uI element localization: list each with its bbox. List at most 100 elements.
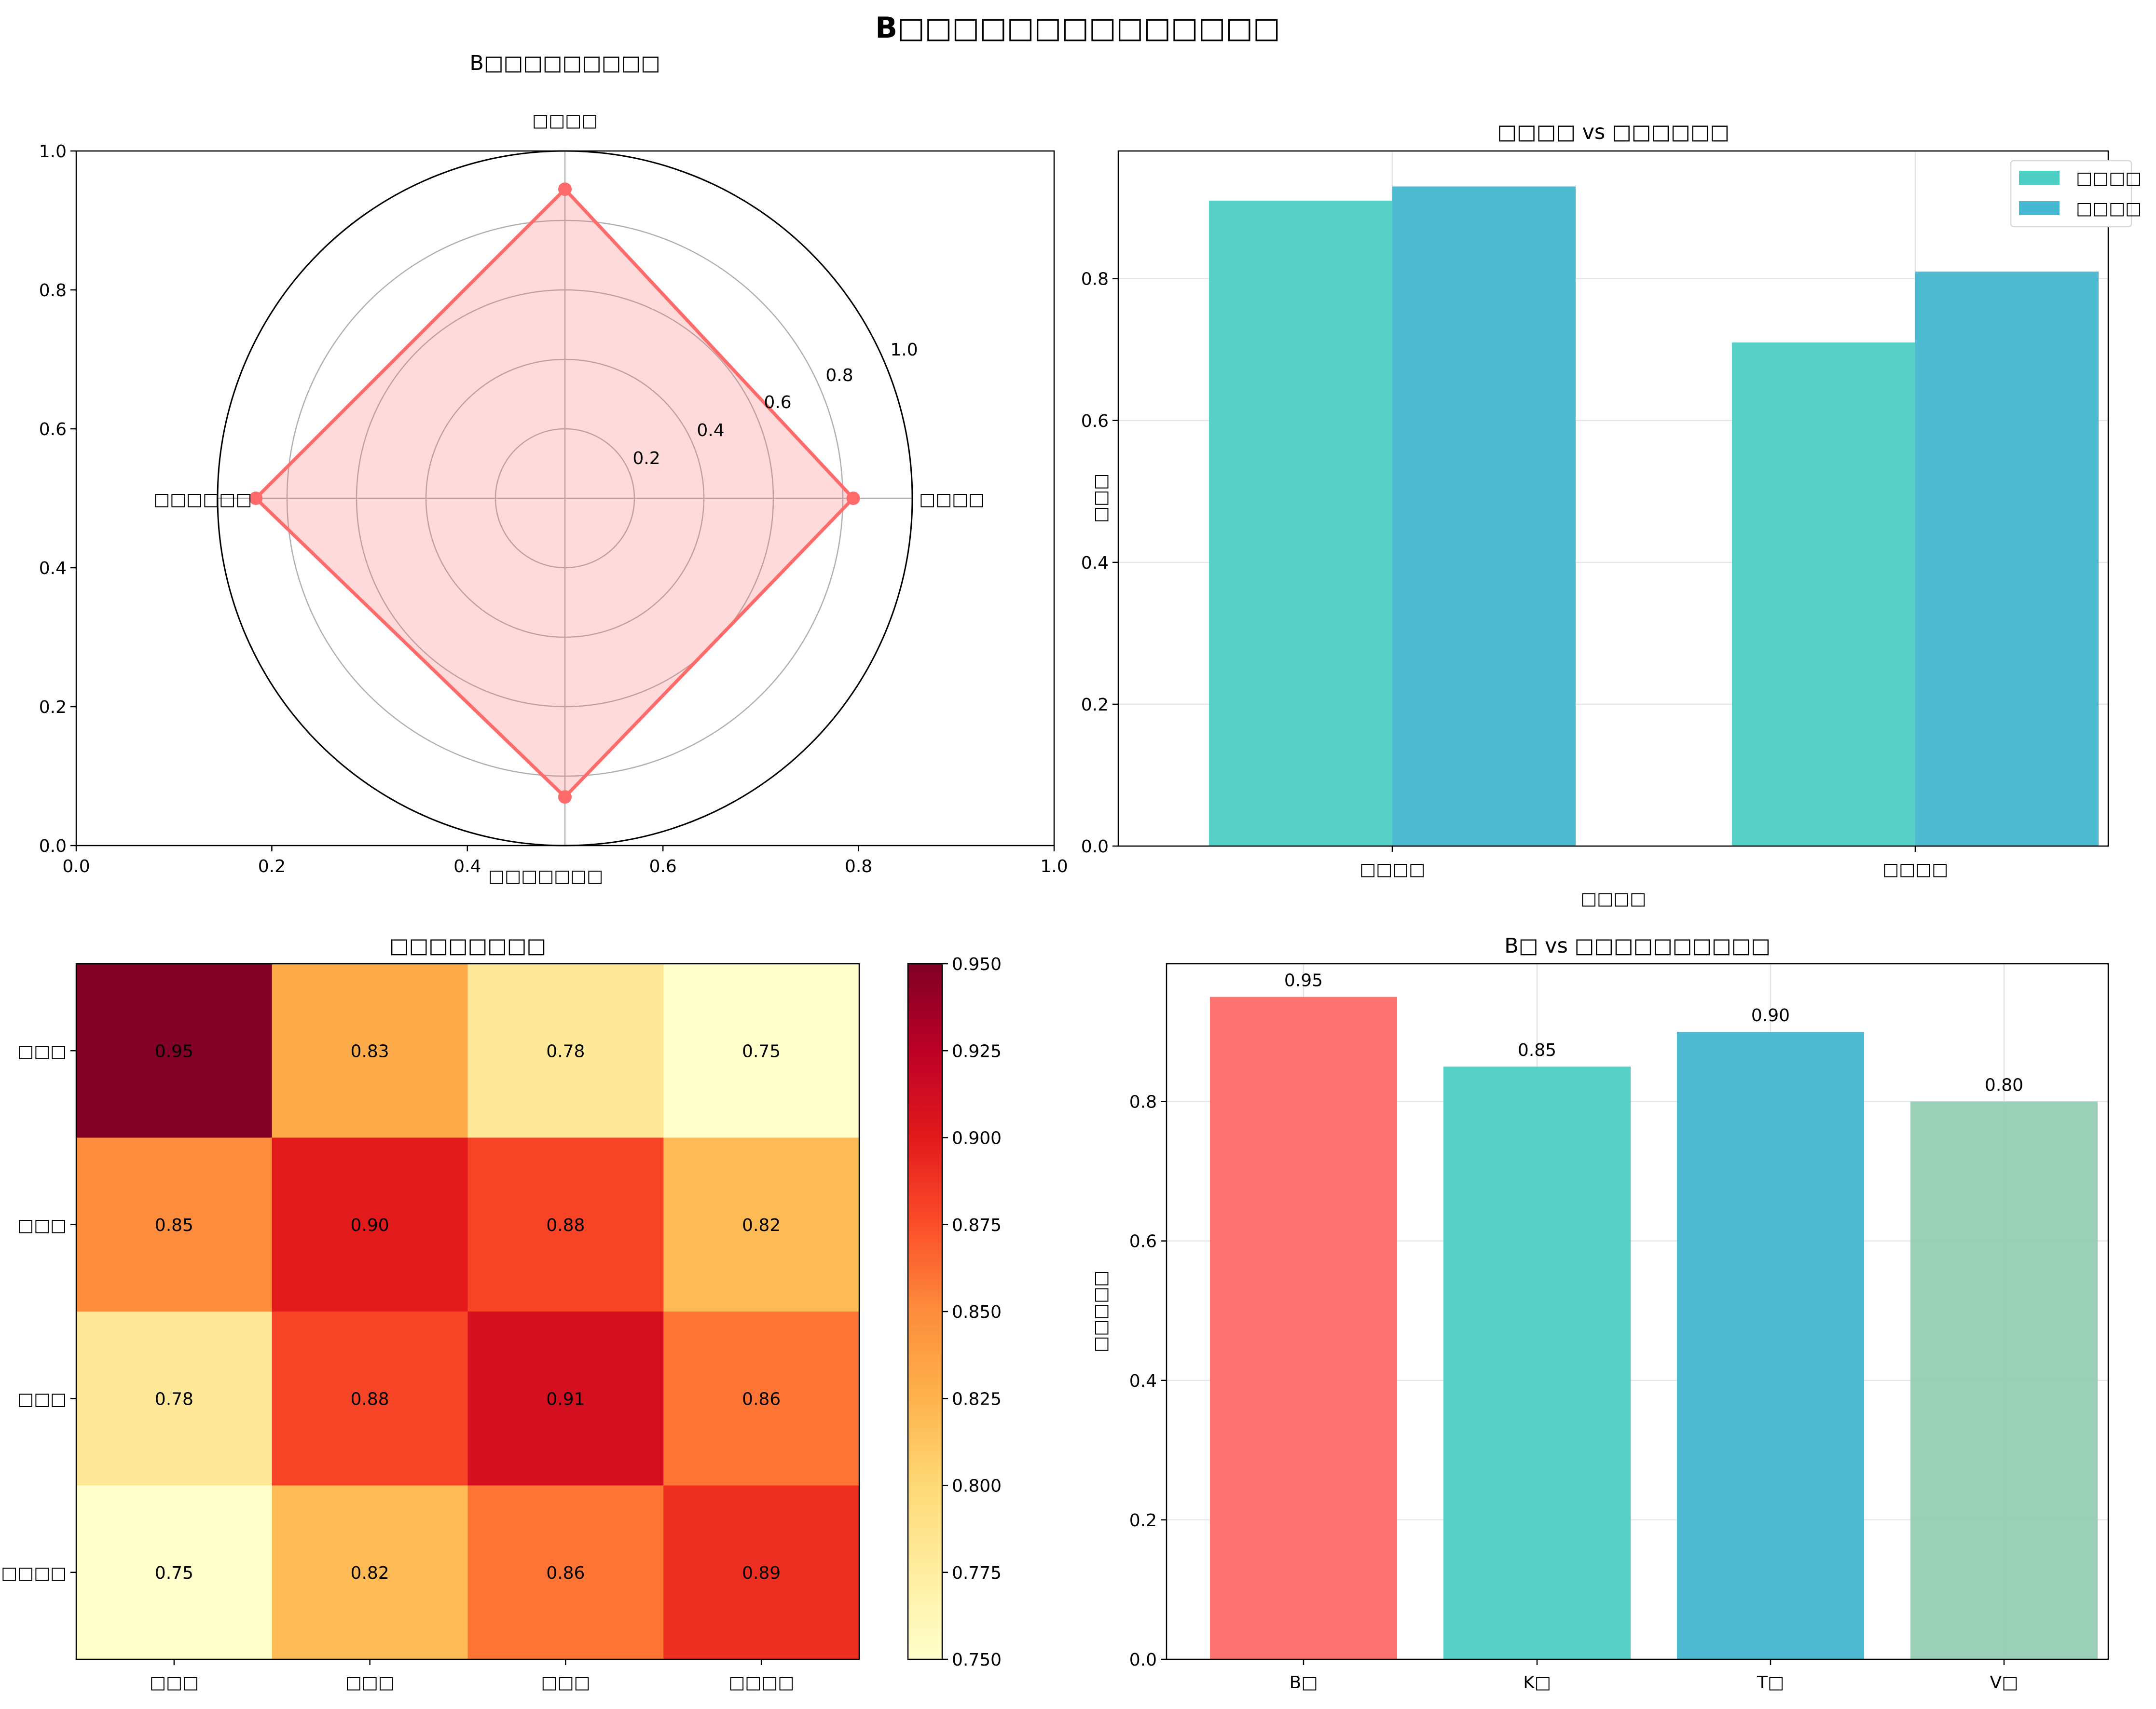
y-tick-label: 0.2 <box>1129 1511 1157 1531</box>
cell-label: 0.90 <box>351 1216 389 1235</box>
colorbar-tick-label: 0.900 <box>952 1129 1002 1148</box>
colorbar-tick-label: 0.950 <box>952 955 1002 974</box>
bar-value-label: 0.95 <box>1284 971 1323 991</box>
radial-tick-label: 0.8 <box>825 366 853 385</box>
x-tick-label: V□ <box>1990 1673 2019 1693</box>
col-label: □□□ <box>345 1673 395 1693</box>
colorbar-tick-label: 0.750 <box>952 1650 1002 1670</box>
y-tick-label: 0.2 <box>39 697 67 717</box>
heatmap-cell <box>663 1312 860 1486</box>
heatmap-cell <box>467 964 664 1138</box>
cell-label: 0.78 <box>546 1041 585 1061</box>
x-tick-label: T□ <box>1757 1673 1784 1693</box>
heatmap-cell <box>76 1485 273 1660</box>
colorbar-tick-label: 0.925 <box>952 1041 1002 1061</box>
radar-point <box>558 182 572 196</box>
bar-series1 <box>1732 342 1915 846</box>
heatmap-cell <box>663 964 860 1138</box>
x-tick-label: 0.6 <box>649 857 677 876</box>
bar-series2 <box>1915 271 2099 846</box>
radar-fill <box>256 189 853 797</box>
cell-label: 0.75 <box>742 1041 781 1061</box>
bar <box>1677 1031 1864 1659</box>
heatmap-cell <box>467 1312 664 1486</box>
chart-title: B□ vs □□□□□□□□□□ <box>1504 934 1771 958</box>
bar-value-label: 0.85 <box>1518 1040 1556 1060</box>
cell-label: 0.88 <box>546 1216 585 1235</box>
radar-panel: 0.0 0.2 0.4 0.6 0.8 1.0 0.0 0.2 0.4 0.6 0.8 1.0 B□□□… <box>39 51 1068 886</box>
cell-label: 0.91 <box>546 1389 585 1409</box>
bar-series2 <box>1392 186 1576 847</box>
polar-spine <box>217 150 913 847</box>
col-label: □□□ <box>541 1673 590 1693</box>
row-label: □□□□ <box>1 1563 67 1583</box>
heatmap-cell <box>663 1137 860 1312</box>
bar <box>1910 1101 2098 1659</box>
cell-label: 0.75 <box>155 1563 193 1583</box>
cell-label: 0.86 <box>742 1389 781 1409</box>
cell-label: 0.85 <box>155 1216 193 1235</box>
heatmap-cell <box>272 964 468 1138</box>
colorbar <box>907 963 943 1660</box>
cell-label: 0.95 <box>155 1041 193 1061</box>
y-tick-label: 0.8 <box>1129 1093 1157 1112</box>
y-tick-label: 0.0 <box>1129 1650 1157 1670</box>
colorbar-tick-label: 0.850 <box>952 1302 1002 1322</box>
cell-label: 0.82 <box>742 1216 781 1235</box>
bar <box>1210 997 1397 1659</box>
heatmap-cell <box>76 1137 273 1312</box>
bar-value-label: 0.80 <box>1985 1076 2023 1095</box>
radar-point <box>558 790 572 804</box>
heatmap-cell <box>663 1485 860 1660</box>
heatmap-cell <box>76 964 273 1138</box>
cell-label: 0.88 <box>351 1389 389 1409</box>
radar-axis-label: □□□□□□ <box>153 490 252 509</box>
bar-series1 <box>1209 200 1392 846</box>
row-label: □□□ <box>17 1041 67 1061</box>
y-axis-label: □□□ <box>1091 474 1111 523</box>
radar-axis-label: □□□□□□□ <box>488 866 603 886</box>
legend-swatch <box>2019 171 2060 185</box>
x-tick-label: □□□□ <box>1882 860 1948 879</box>
radial-tick-label: 0.6 <box>764 393 791 412</box>
row-label: □□□ <box>17 1216 67 1235</box>
y-tick-label: 0.0 <box>39 836 67 856</box>
y-tick-label: 0.4 <box>1081 553 1109 573</box>
colorbar-tick-label: 0.875 <box>952 1216 1002 1235</box>
axes-frame <box>75 963 860 1660</box>
colorbar-tick-label: 0.825 <box>952 1389 1002 1409</box>
axes-frame <box>1117 150 2109 847</box>
cell-label: 0.82 <box>351 1563 389 1583</box>
legend-swatch <box>2019 201 2060 215</box>
y-tick-label: 1.0 <box>39 142 67 162</box>
grouped-bar-panel: 0.00.20.40.60.8□□□□ □□□□□□□□□□□□□□□ vs □□… <box>1081 120 2142 909</box>
chart-title: □□□□ vs □□□□□□ <box>1497 120 1729 144</box>
y-tick-label: 0.6 <box>39 420 67 439</box>
y-tick-label: 0.6 <box>1129 1232 1157 1252</box>
y-tick-label: 0.6 <box>1081 411 1109 431</box>
x-tick-label: 0.2 <box>258 857 286 876</box>
heatmap-cell <box>272 1137 468 1312</box>
heatmap-cell <box>272 1312 468 1486</box>
x-tick-label: B□ <box>1290 1673 1318 1693</box>
y-tick-label: 0.2 <box>1081 695 1109 715</box>
x-axis-label: □□□□ <box>1580 889 1646 909</box>
y-axis-label: □□□□□ <box>1091 1271 1111 1353</box>
cell-label: 0.86 <box>546 1563 585 1583</box>
colorbar-tick-label: 0.800 <box>952 1477 1002 1496</box>
heatmap-panel: 0.95 0.83 0.78 0.75 0.85 0.90 0.88 0.82 0.78 0.88… <box>1 934 1002 1693</box>
heatmap-cell <box>76 1312 273 1486</box>
heatmap-cell <box>467 1137 664 1312</box>
cell-label: 0.89 <box>742 1563 781 1583</box>
y-tick-label: 0.8 <box>1081 270 1109 289</box>
cell-label: 0.78 <box>155 1389 193 1409</box>
radar-point <box>249 492 263 505</box>
colorbar-tick-label: 0.775 <box>952 1563 1002 1583</box>
comparison-bar-panel: 0.95 0.85 0.90 0.80 0.0 0.2 0.4 0.6 0.8 B□ K□ T□ V□ □… <box>1091 934 2109 1693</box>
x-tick-label: 0.4 <box>453 857 481 876</box>
legend-label: □□□□ <box>2076 199 2142 219</box>
col-label: □□□ <box>150 1673 199 1693</box>
bar <box>1443 1066 1631 1659</box>
y-tick-label: 0.4 <box>39 559 67 578</box>
